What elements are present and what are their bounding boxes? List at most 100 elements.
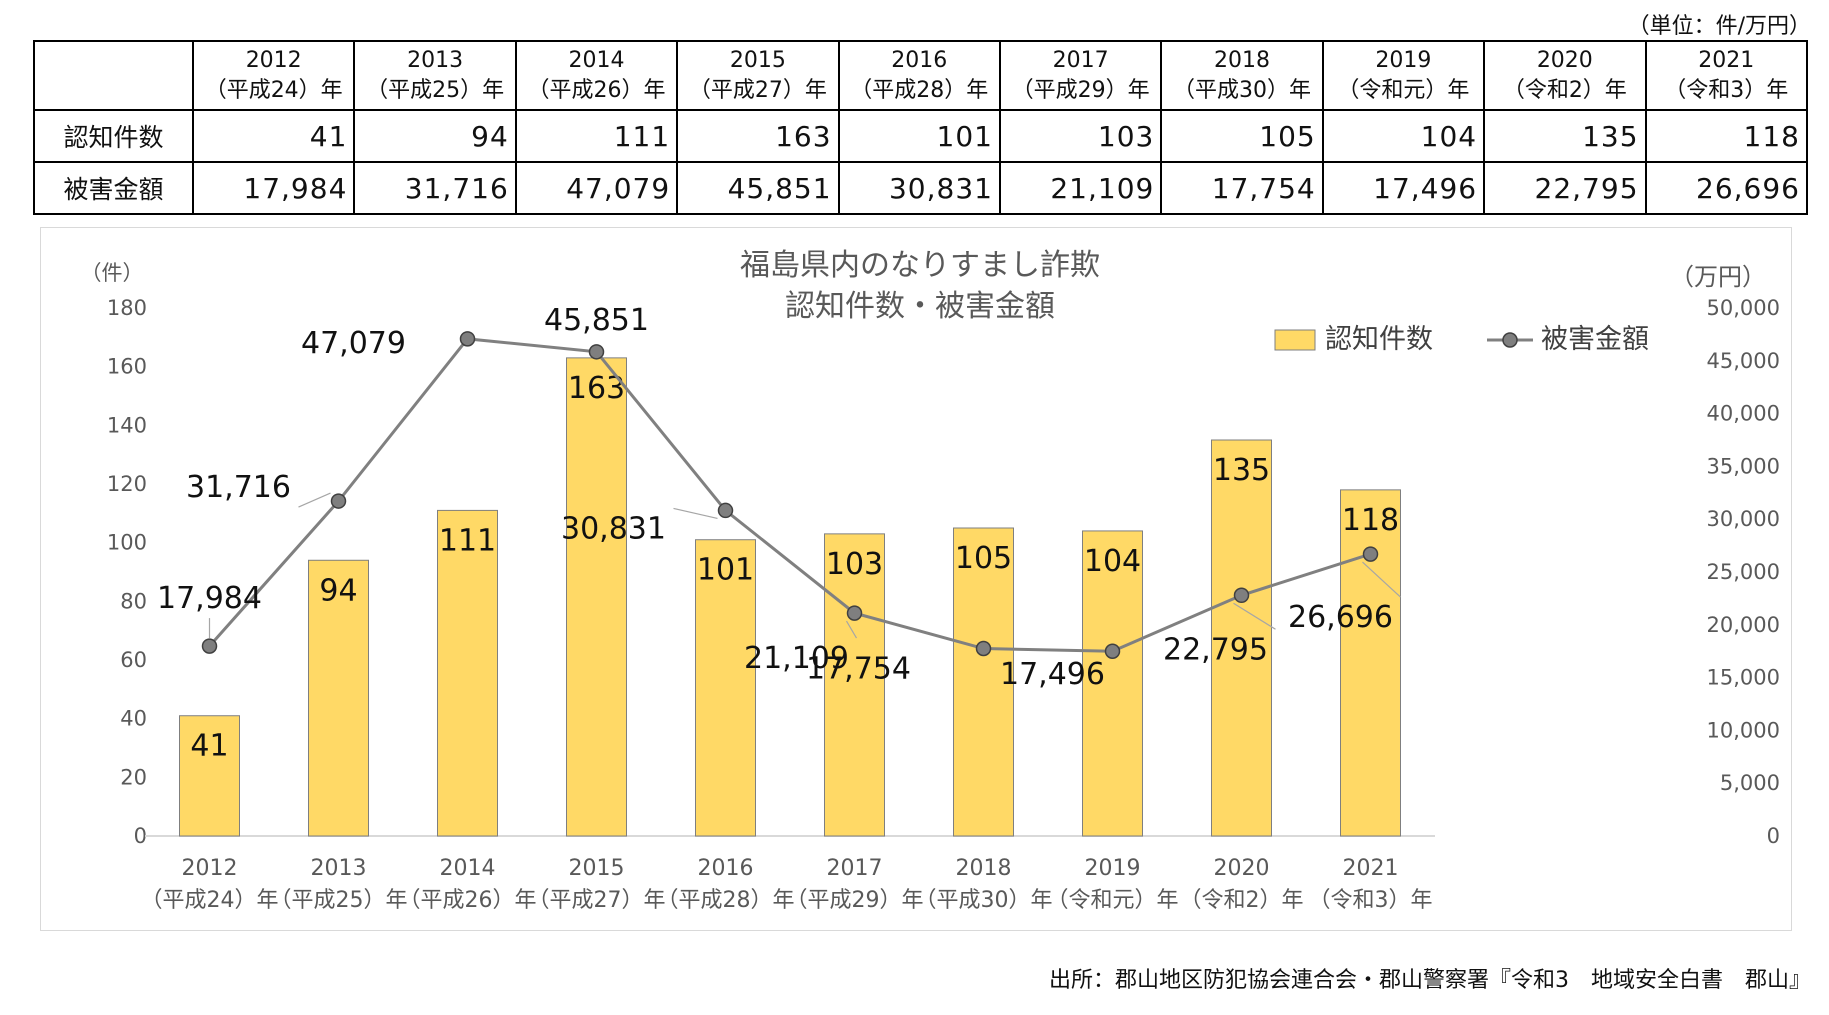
y-right-tick-label: 45,000 <box>1707 349 1780 373</box>
table-cell: 47,079 <box>514 161 679 215</box>
leader-line <box>673 507 718 520</box>
table-cell: 118 <box>1644 109 1809 163</box>
bar <box>566 357 627 837</box>
table-year-header: 2015 （平成27）年 <box>676 40 840 111</box>
y-right-tick-label: 5,000 <box>1720 771 1780 795</box>
table-cell: 17,984 <box>191 161 356 215</box>
x-tick-era: （平成30）年 <box>915 888 1053 913</box>
y-right-tick-label: 10,000 <box>1707 718 1780 742</box>
bar <box>437 509 498 837</box>
x-tick-era: （令和3）年 <box>1309 888 1433 913</box>
table-year-label: 2017 <box>1052 47 1109 73</box>
table-row-label: 認知件数 <box>33 109 194 163</box>
line-marker <box>1104 643 1121 659</box>
table-cell: 17,754 <box>1160 161 1324 215</box>
table-year-header: 2018 （平成30）年 <box>1160 40 1324 111</box>
source-note: 出所：郡山地区防犯協会連合会・郡山警察署『令和3 地域安全白書 郡山』 <box>1049 968 1811 993</box>
table-era-label: （令和元）年 <box>1337 77 1470 103</box>
bar-data-label: 103 <box>826 547 883 582</box>
y-left-tick-label: 100 <box>107 531 147 555</box>
bar <box>1340 489 1401 837</box>
x-tick-year: 2016 <box>698 856 754 881</box>
x-tick-era: （平成27）年 <box>528 888 666 913</box>
x-tick-year: 2013 <box>311 856 367 881</box>
table-year-header: 2012 （平成24）年 <box>191 40 356 111</box>
leader-line <box>298 492 331 508</box>
table-era-label: （平成26）年 <box>527 77 666 103</box>
x-tick-era: （平成25）年 <box>270 888 408 913</box>
chart-subtitle: 認知件数・被害金額 <box>785 289 1055 324</box>
table-era-label: （平成24）年 <box>204 77 343 103</box>
line-series-path <box>208 337 1371 653</box>
table-cell: 22,795 <box>1483 161 1647 215</box>
table-header-row: 2012 （平成24）年 2013 （平成25）年 2014 （平成26）年 2015 （平成… <box>33 40 1809 111</box>
table-cell: 104 <box>1321 109 1486 163</box>
y-right-tick-label: 35,000 <box>1707 454 1780 478</box>
table-era-label: （平成27）年 <box>688 77 827 103</box>
x-tick-year: 2014 <box>440 856 496 881</box>
bar-data-label: 105 <box>955 541 1012 576</box>
unit-note: （単位：件/万円） <box>1627 14 1811 39</box>
table-year-label: 2020 <box>1536 47 1593 73</box>
x-tick-era: （平成29）年 <box>786 888 924 913</box>
x-tick-era: （平成24）年 <box>141 888 279 913</box>
x-tick-year: 2017 <box>827 856 883 881</box>
table-era-label: （平成28）年 <box>850 77 989 103</box>
table-year-header: 2021 （令和3）年 <box>1644 40 1809 111</box>
x-tick-year: 2012 <box>182 856 238 881</box>
x-tick-era: （平成28）年 <box>657 888 795 913</box>
table-cell: 101 <box>837 109 1001 163</box>
y-right-tick-label: 40,000 <box>1707 402 1780 426</box>
line-marker <box>717 502 734 519</box>
table-cell: 17,496 <box>1321 161 1486 215</box>
line-marker <box>975 640 992 657</box>
bar <box>308 559 369 837</box>
bar <box>1082 530 1143 837</box>
y-right-tick-label: 15,000 <box>1707 666 1780 690</box>
line-data-label: 21,109 <box>744 641 849 676</box>
y-left-tick-label: 180 <box>107 296 147 320</box>
table-year-header: 2016 （平成28）年 <box>837 40 1001 111</box>
line-data-label: 22,795 <box>1163 632 1268 667</box>
line-data-label: 31,716 <box>186 470 291 505</box>
table-cell: 26,696 <box>1644 161 1809 215</box>
y-left-tick-label: 0 <box>134 824 147 848</box>
data-table: 2012 （平成24）年 2013 （平成25）年 2014 （平成26）年 2015 （平成… <box>33 40 1809 215</box>
x-tick-year: 2015 <box>569 856 625 881</box>
bar-data-label: 135 <box>1213 453 1270 488</box>
line-data-label: 47,079 <box>301 326 406 361</box>
table-year-label: 2019 <box>1375 47 1432 73</box>
y-left-tick-label: 120 <box>107 472 147 496</box>
table-cell: 94 <box>353 109 517 163</box>
line-data-label: 26,696 <box>1288 600 1393 635</box>
legend-bar-swatch <box>1274 329 1316 351</box>
bar <box>953 527 1014 837</box>
line-marker <box>459 331 476 347</box>
line-data-label: 17,984 <box>157 581 262 616</box>
table-era-label: （令和3）年 <box>1664 77 1789 103</box>
line-data-label: 17,496 <box>1000 657 1105 692</box>
table-year-label: 2021 <box>1698 47 1755 73</box>
line-data-label: 30,831 <box>561 511 666 546</box>
bar <box>695 539 756 837</box>
x-tick-era: （令和2）年 <box>1180 888 1304 913</box>
table-era-label: （平成29）年 <box>1011 77 1150 103</box>
leader-line <box>1233 602 1276 630</box>
y-right-tick-label: 50,000 <box>1707 296 1780 320</box>
table-cell: 105 <box>1160 109 1324 163</box>
bar <box>179 715 240 837</box>
y-left-unit-label: （件） <box>81 261 144 285</box>
y-left-tick-label: 20 <box>120 765 147 789</box>
table-cell: 103 <box>998 109 1163 163</box>
table-year-label: 2016 <box>891 47 948 73</box>
table-cell: 135 <box>1483 109 1647 163</box>
y-left-tick-label: 40 <box>120 707 147 731</box>
y-left-tick-label: 80 <box>120 589 147 613</box>
x-tick-era: （令和元）年 <box>1046 888 1178 913</box>
x-tick-year: 2019 <box>1085 856 1141 881</box>
table-cell: 21,109 <box>998 161 1163 215</box>
table-year-label: 2014 <box>568 47 625 73</box>
table-corner-cell <box>33 40 194 111</box>
line-data-label: 45,851 <box>544 303 649 338</box>
